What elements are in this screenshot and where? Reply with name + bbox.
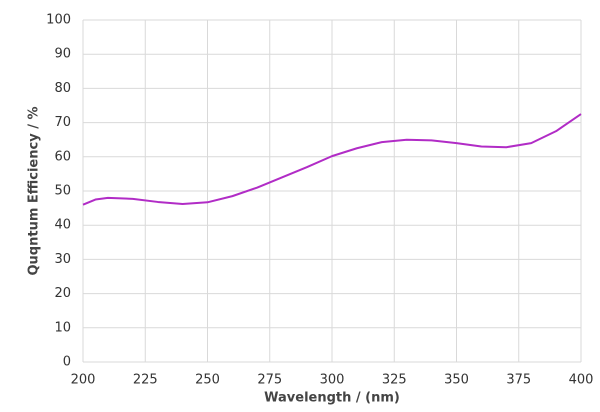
x-tick-label: 225: [133, 373, 158, 388]
x-tick-label: 325: [382, 373, 407, 388]
x-axis-label: Wavelength / (nm): [264, 391, 400, 406]
y-tick-label: 70: [54, 115, 71, 130]
y-tick-label: 0: [63, 355, 71, 370]
x-tick-label: 250: [195, 373, 220, 388]
x-tick-label: 400: [569, 373, 594, 388]
data-line: [82, 113, 582, 206]
y-tick-label: 50: [54, 184, 71, 199]
x-tick-label: 275: [257, 373, 282, 388]
y-tick-label: 90: [54, 47, 71, 62]
y-tick-label: 100: [46, 13, 71, 28]
y-tick-label: 60: [54, 149, 71, 164]
y-tick-label: 30: [54, 252, 71, 267]
x-tick-label: 200: [71, 373, 96, 388]
y-tick-label: 10: [54, 320, 71, 335]
x-tick-label: 300: [320, 373, 345, 388]
x-tick-label: 375: [506, 373, 531, 388]
y-axis-label: Quqntum Efficiency / %: [27, 106, 42, 275]
y-tick-label: 20: [54, 286, 71, 301]
y-tick-label: 80: [54, 81, 71, 96]
y-tick-label: 40: [54, 218, 71, 233]
x-tick-label: 350: [444, 373, 469, 388]
